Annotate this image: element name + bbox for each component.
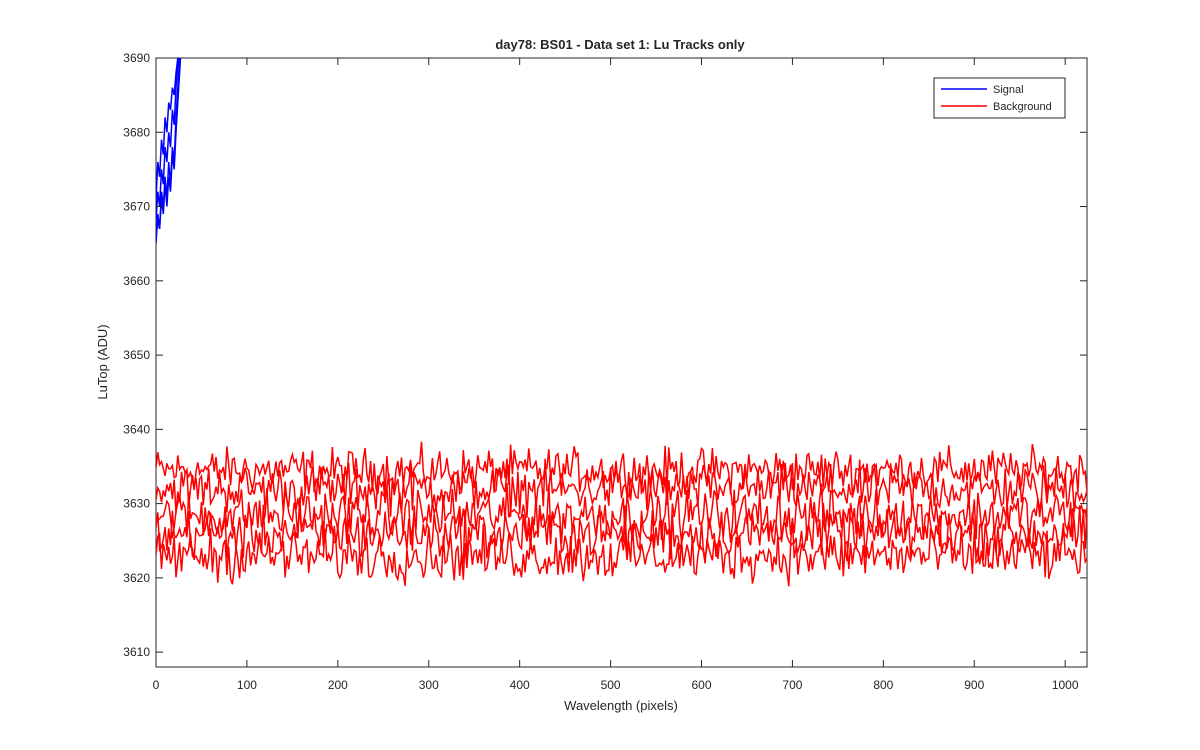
chart-title: day78: BS01 - Data set 1: Lu Tracks only <box>495 37 745 52</box>
x-tick-label: 900 <box>964 678 984 692</box>
x-tick-label: 600 <box>691 678 711 692</box>
y-tick-label: 3650 <box>123 348 150 362</box>
x-tick-label: 400 <box>510 678 530 692</box>
x-tick-label: 1000 <box>1052 678 1079 692</box>
x-tick-label: 500 <box>601 678 621 692</box>
axes-box <box>155 57 1088 668</box>
x-tick-label: 0 <box>153 678 160 692</box>
x-tick-label: 200 <box>328 678 348 692</box>
x-axis-label: Wavelength (pixels) <box>564 698 678 713</box>
y-tick-label: 3610 <box>123 645 150 659</box>
legend-signal-label: Signal <box>993 84 1024 96</box>
x-tick-label: 700 <box>782 678 802 692</box>
y-axis-label: LuTop (ADU) <box>95 324 110 399</box>
background-trace-5 <box>156 522 1087 587</box>
signal-trace-4 <box>156 58 182 237</box>
background-trace-4 <box>156 501 1087 566</box>
background-trace-2 <box>156 458 1087 518</box>
x-tick-label: 300 <box>419 678 439 692</box>
plot-area: 0 100 200 300 400 500 600 700 800 900 1000 3610 3620… <box>123 51 1088 692</box>
legend-background-label: Background <box>993 101 1052 113</box>
y-tick-label: 3690 <box>123 51 150 65</box>
y-tick-label: 3670 <box>123 200 150 214</box>
y-tick-label: 3660 <box>123 274 150 288</box>
y-tick-label: 3640 <box>123 422 150 436</box>
legend-box <box>933 77 1066 119</box>
legend: Signal Background <box>933 77 1066 119</box>
background-trace-3 <box>156 482 1087 547</box>
x-tick-label: 100 <box>237 678 257 692</box>
x-tick-label: 800 <box>873 678 893 692</box>
signal-trace-2 <box>156 58 180 222</box>
signal-trace-3 <box>156 58 179 200</box>
data-lines <box>156 58 1087 587</box>
axis-ticks: 0 100 200 300 400 500 600 700 800 900 1000 3610 3620… <box>123 51 1087 692</box>
y-tick-label: 3620 <box>123 571 150 585</box>
y-tick-label: 3680 <box>123 125 150 139</box>
y-tick-label: 3630 <box>123 497 150 511</box>
